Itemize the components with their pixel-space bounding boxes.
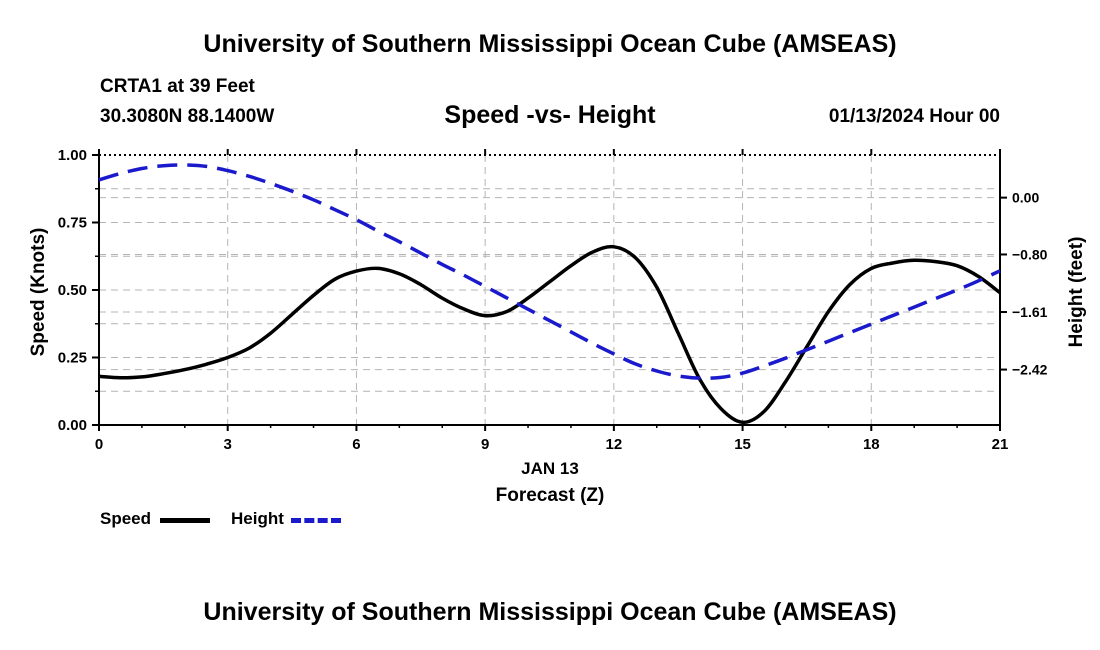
y-right-axis-title: Height (feet) bbox=[1066, 237, 1087, 348]
legend-speed-swatch bbox=[160, 518, 210, 523]
chart-footer-title: University of Southern Mississippi Ocean… bbox=[203, 598, 897, 626]
legend-speed-label: Speed bbox=[100, 509, 152, 528]
x-tick-label: 9 bbox=[481, 436, 489, 453]
y-left-tick-label: 0.25 bbox=[58, 350, 87, 367]
x-axis-date-label: JAN 13 bbox=[521, 459, 579, 478]
legend-height-label: Height bbox=[231, 509, 284, 528]
coordinates-label: 30.3080N 88.1400W bbox=[100, 106, 275, 127]
legend-speed: Speed bbox=[100, 509, 210, 531]
x-tick-label: 0 bbox=[95, 436, 103, 453]
chart-title: Speed -vs- Height bbox=[444, 101, 656, 129]
height-series-line bbox=[98, 163, 1001, 380]
chart-super-title: University of Southern Mississippi Ocean… bbox=[203, 30, 897, 58]
x-tick-label: 21 bbox=[992, 436, 1009, 453]
x-tick-label: 15 bbox=[734, 436, 751, 453]
y-left-tick-label: 0.00 bbox=[58, 417, 87, 434]
legend-height-swatch bbox=[291, 518, 341, 523]
y-left-tick-label: 0.50 bbox=[58, 282, 87, 299]
y-left-tick-label: 1.00 bbox=[58, 147, 87, 164]
y-right-tick-label: −1.61 bbox=[1012, 304, 1048, 320]
speed-series-line bbox=[98, 244, 1002, 425]
x-tick-label: 3 bbox=[224, 436, 232, 453]
x-tick-label: 6 bbox=[352, 436, 360, 453]
x-axis-title: Forecast (Z) bbox=[496, 485, 605, 506]
y-right-tick-label: 0.00 bbox=[1012, 190, 1039, 206]
legend-height: Height bbox=[231, 509, 341, 531]
y-left-axis-title: Speed (Knots) bbox=[28, 228, 49, 357]
x-tick-label: 12 bbox=[606, 436, 623, 453]
x-tick-label: 18 bbox=[863, 436, 880, 453]
y-left-tick-label: 0.75 bbox=[58, 215, 87, 232]
y-right-tick-label: −2.42 bbox=[1012, 362, 1048, 378]
y-right-tick-label: −0.80 bbox=[1012, 246, 1048, 262]
station-label: CRTA1 at 39 Feet bbox=[100, 76, 255, 97]
forecast-datestamp: 01/13/2024 Hour 00 bbox=[828, 106, 1000, 127]
